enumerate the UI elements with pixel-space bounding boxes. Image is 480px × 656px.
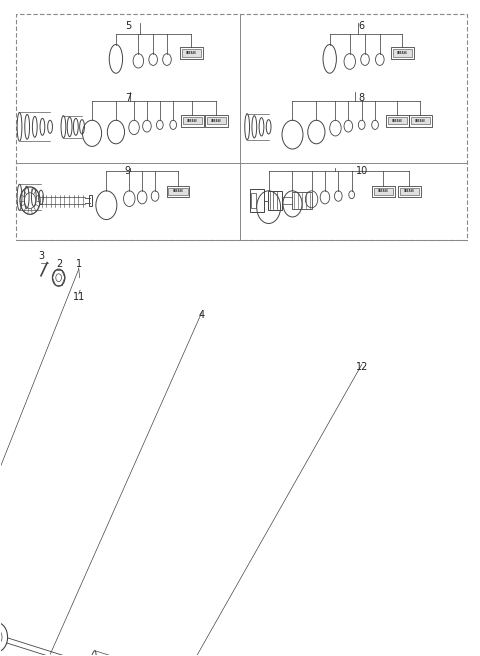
Text: 5: 5: [125, 21, 131, 31]
Bar: [180, 47, 203, 59]
Bar: [388, 117, 407, 125]
Bar: [409, 115, 432, 127]
Bar: [181, 115, 204, 127]
Bar: [168, 188, 188, 195]
Bar: [206, 117, 226, 125]
Bar: [182, 49, 201, 56]
Text: GREASE: GREASE: [172, 190, 183, 194]
Text: 12: 12: [356, 362, 368, 372]
Bar: [183, 117, 202, 125]
Text: 10: 10: [356, 166, 368, 176]
Text: 7: 7: [125, 93, 131, 103]
Bar: [204, 115, 228, 127]
Bar: [16, 14, 467, 240]
Text: GREASE: GREASE: [415, 119, 426, 123]
Bar: [167, 186, 190, 197]
Bar: [250, 189, 264, 213]
Bar: [268, 192, 282, 210]
Bar: [252, 193, 256, 209]
Text: 1: 1: [76, 259, 82, 269]
Text: GREASE: GREASE: [397, 51, 408, 55]
Bar: [89, 195, 92, 206]
Text: 3: 3: [38, 251, 44, 261]
Text: GREASE: GREASE: [186, 51, 197, 55]
Bar: [391, 47, 414, 59]
Text: GREASE: GREASE: [392, 119, 403, 123]
Bar: [393, 49, 412, 56]
Text: GREASE: GREASE: [404, 190, 415, 194]
Bar: [373, 188, 393, 195]
Text: 2: 2: [57, 259, 63, 269]
Text: 11: 11: [72, 292, 85, 302]
Text: GREASE: GREASE: [211, 119, 222, 123]
Text: 9: 9: [125, 166, 131, 176]
Bar: [400, 188, 419, 195]
Text: GREASE: GREASE: [187, 119, 198, 123]
Text: 8: 8: [359, 93, 365, 103]
Text: 4: 4: [199, 310, 205, 320]
Bar: [411, 117, 430, 125]
Bar: [372, 186, 395, 197]
Bar: [292, 192, 312, 209]
Text: GREASE: GREASE: [378, 190, 389, 194]
Bar: [398, 186, 421, 197]
Text: 6: 6: [359, 21, 365, 31]
Bar: [386, 115, 409, 127]
